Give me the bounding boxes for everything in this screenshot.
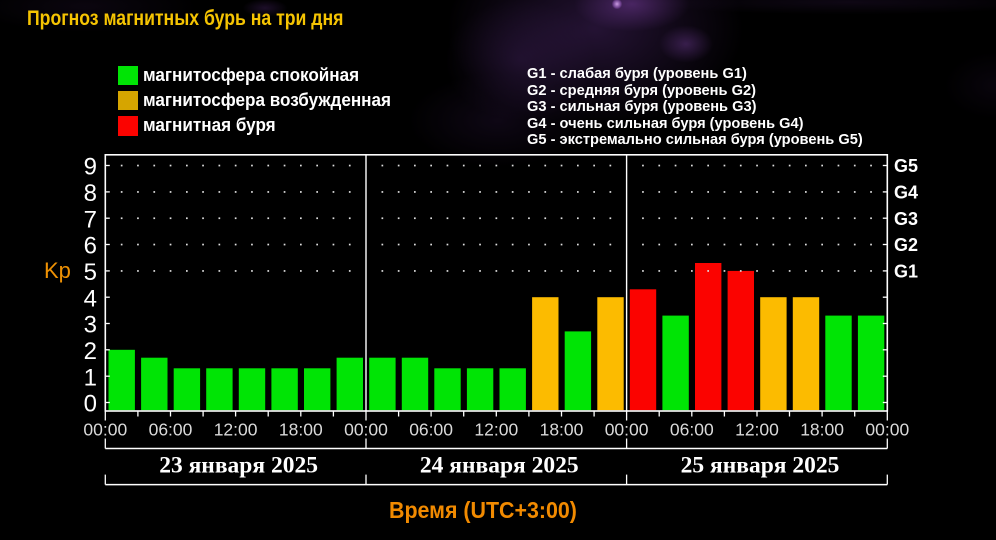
- svg-text:06:00: 06:00: [409, 419, 453, 439]
- svg-text:8: 8: [84, 180, 97, 207]
- svg-text:G4: G4: [894, 183, 918, 203]
- svg-text:G2: G2: [894, 235, 918, 255]
- svg-text:0: 0: [84, 391, 97, 418]
- svg-text:7: 7: [84, 206, 97, 233]
- svg-text:4: 4: [84, 285, 97, 312]
- svg-text:1: 1: [84, 364, 97, 391]
- svg-text:06:00: 06:00: [670, 419, 714, 439]
- svg-text:18:00: 18:00: [800, 419, 844, 439]
- svg-text:9: 9: [84, 154, 97, 181]
- svg-text:23 января 2025: 23 января 2025: [159, 453, 318, 479]
- svg-text:6: 6: [84, 233, 97, 260]
- svg-text:2: 2: [84, 338, 97, 365]
- svg-text:24 января 2025: 24 января 2025: [420, 453, 579, 479]
- svg-text:18:00: 18:00: [279, 419, 323, 439]
- svg-text:12:00: 12:00: [735, 419, 779, 439]
- svg-text:06:00: 06:00: [149, 419, 193, 439]
- svg-text:00:00: 00:00: [865, 419, 909, 439]
- svg-text:12:00: 12:00: [474, 419, 518, 439]
- svg-text:25 января 2025: 25 января 2025: [681, 453, 840, 479]
- svg-text:5: 5: [84, 259, 97, 286]
- svg-text:00:00: 00:00: [344, 419, 388, 439]
- svg-text:00:00: 00:00: [605, 419, 649, 439]
- svg-text:3: 3: [84, 312, 97, 339]
- svg-text:G3: G3: [894, 209, 918, 229]
- svg-text:G1: G1: [894, 262, 918, 282]
- svg-text:18:00: 18:00: [540, 419, 584, 439]
- svg-text:00:00: 00:00: [83, 419, 127, 439]
- svg-text:G5: G5: [894, 156, 918, 176]
- svg-text:12:00: 12:00: [214, 419, 258, 439]
